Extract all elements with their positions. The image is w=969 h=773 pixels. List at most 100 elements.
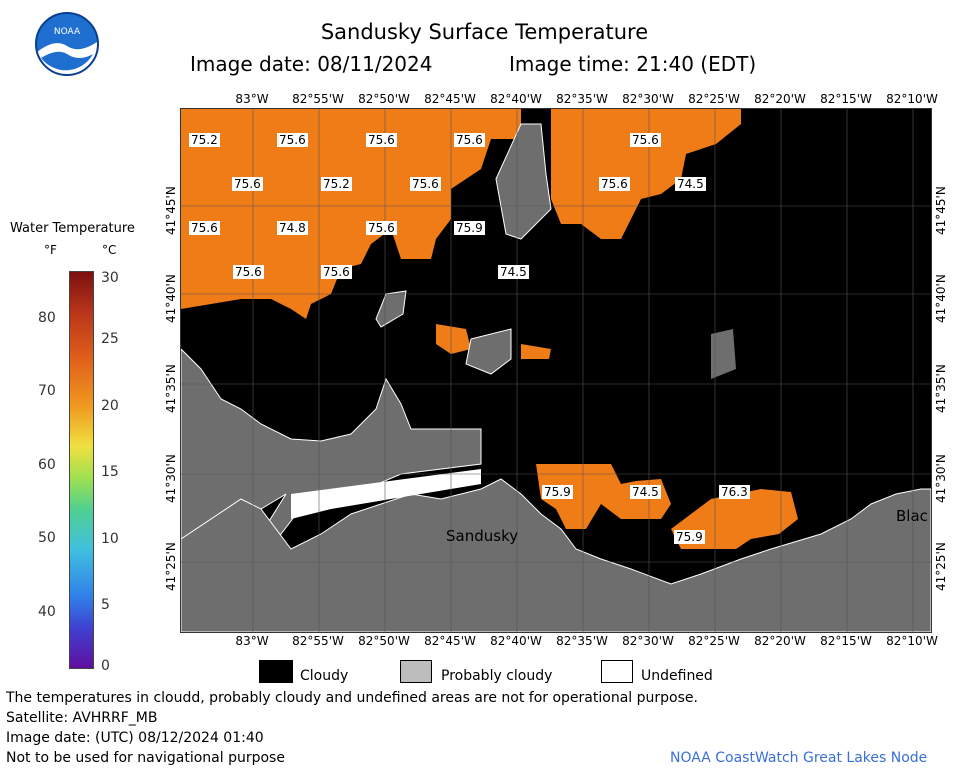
temperature-label: 75.6	[233, 265, 264, 279]
colorbar-f-tick: 80	[38, 310, 56, 326]
temperature-label: 75.2	[321, 177, 352, 191]
map-frame: Sandusky Blac 75.2 75.6 75.6 75.6 75.6 75.2 75…	[180, 108, 932, 633]
colorbar-f-tick: 70	[38, 383, 56, 399]
lat-label: 41°25'N	[164, 542, 178, 591]
probably-cloudy-island-3	[465, 328, 512, 375]
svg-text:NOAA: NOAA	[54, 27, 81, 37]
undefined-strip	[291, 469, 481, 519]
footer-credit[interactable]: NOAA CoastWatch Great Lakes Node	[670, 750, 928, 766]
lon-label: 82°55'W	[292, 92, 344, 106]
lon-label: 82°15'W	[820, 634, 872, 648]
footer-satellite: Satellite: AVHRRF_MB	[6, 710, 158, 726]
lon-label: 82°55'W	[292, 634, 344, 648]
warm-water-region-ne	[551, 109, 741, 239]
footer-utc-date: Image date: (UTC) 08/12/2024 01:40	[6, 730, 264, 746]
place-label-sandusky: Sandusky	[446, 527, 519, 545]
colorbar-c-tick: 5	[101, 597, 110, 613]
temperature-label: 74.5	[498, 265, 529, 279]
place-label-black: Blac	[896, 507, 928, 525]
lat-label: 41°30'N	[934, 454, 948, 503]
temperature-label: 75.6	[599, 177, 630, 191]
lat-label: 41°40'N	[934, 274, 948, 323]
legend-cloudy-swatch	[259, 660, 293, 683]
warm-water-patch-2	[521, 344, 551, 359]
temperature-label: 75.2	[189, 133, 220, 147]
lon-label: 82°45'W	[424, 92, 476, 106]
lat-label: 41°30'N	[164, 454, 178, 503]
lon-label: 82°35'W	[556, 634, 608, 648]
colorbar-f-tick: 60	[38, 457, 56, 473]
warm-water-patch-1	[436, 324, 471, 354]
lon-label: 83°W	[235, 92, 269, 106]
temperature-label: 75.6	[630, 133, 661, 147]
lon-label: 82°40'W	[490, 634, 542, 648]
temperature-label: 75.6	[366, 221, 397, 235]
warm-water-region-nw	[181, 109, 521, 319]
image-time: Image time: 21:40 (EDT)	[509, 52, 757, 76]
footer-nav-warning: Not to be used for navigational purpose	[6, 750, 285, 766]
lon-label: 82°50'W	[358, 634, 410, 648]
lon-label: 82°30'W	[622, 634, 674, 648]
legend-probably-cloudy-label: Probably cloudy	[441, 668, 553, 684]
colorbar	[69, 271, 94, 669]
temperature-label: 75.6	[321, 265, 352, 279]
colorbar-c-tick: 25	[101, 331, 119, 347]
temperature-label: 75.6	[410, 177, 441, 191]
colorbar-c-tick: 10	[101, 531, 119, 547]
lat-label: 41°45'N	[934, 186, 948, 235]
temperature-label: 75.9	[542, 485, 573, 499]
lon-label: 82°30'W	[622, 92, 674, 106]
lat-label: 41°45'N	[164, 186, 178, 235]
probably-cloudy-island-1	[495, 123, 552, 240]
lat-label: 41°35'N	[934, 364, 948, 413]
temperature-label: 76.3	[719, 485, 750, 499]
colorbar-c-tick: 20	[101, 398, 119, 414]
temperature-label: 74.8	[277, 221, 308, 235]
colorbar-f-tick: 50	[38, 530, 56, 546]
lon-label: 82°45'W	[424, 634, 476, 648]
lon-label: 83°W	[235, 634, 269, 648]
lon-label: 82°20'W	[754, 92, 806, 106]
footer-disclaimer: The temperatures in cloudd, probably clo…	[6, 690, 698, 706]
colorbar-c-tick: 15	[101, 464, 119, 480]
colorbar-c-tick: 30	[101, 270, 119, 286]
colorbar-c-tick: 0	[101, 658, 110, 674]
legend-cloudy-label: Cloudy	[300, 668, 349, 684]
colorbar-unit-f: °F	[44, 243, 57, 257]
colorbar-f-tick: 40	[38, 604, 56, 620]
temperature-label: 75.9	[454, 221, 485, 235]
page-title: Sandusky Surface Temperature	[320, 20, 649, 44]
lon-label: 82°10'W	[886, 92, 938, 106]
temperature-label: 75.6	[189, 221, 220, 235]
lon-label: 82°15'W	[820, 92, 872, 106]
colorbar-title: Water Temperature	[10, 221, 135, 236]
lon-label: 82°20'W	[754, 634, 806, 648]
temperature-label: 75.6	[277, 133, 308, 147]
temperature-label: 75.9	[674, 530, 705, 544]
lon-label: 82°35'W	[556, 92, 608, 106]
warm-water-region-s	[536, 464, 671, 529]
probably-cloudy-patch	[711, 329, 736, 379]
temperature-label: 75.6	[232, 177, 263, 191]
noaa-logo: NOAA	[35, 12, 99, 76]
lon-label: 82°10'W	[886, 634, 938, 648]
temperature-label: 75.6	[454, 133, 485, 147]
lat-label: 41°40'N	[164, 274, 178, 323]
lat-label: 41°25'N	[934, 542, 948, 591]
land-south-east	[181, 478, 931, 632]
colorbar-unit-c: °C	[102, 243, 117, 257]
probably-cloudy-island-2	[375, 290, 407, 328]
temperature-label: 74.5	[630, 485, 661, 499]
image-date: Image date: 08/11/2024	[190, 52, 433, 76]
temperature-label: 75.6	[366, 133, 397, 147]
map-grid	[181, 109, 931, 632]
legend-undefined-label: Undefined	[641, 668, 713, 684]
lon-label: 82°25'W	[688, 92, 740, 106]
lat-label: 41°35'N	[164, 364, 178, 413]
legend-probably-cloudy-swatch	[400, 660, 432, 683]
lon-label: 82°40'W	[490, 92, 542, 106]
map-canvas	[181, 109, 931, 632]
temperature-label: 74.5	[675, 177, 706, 191]
lon-label: 82°50'W	[358, 92, 410, 106]
legend-undefined-swatch	[601, 660, 633, 683]
